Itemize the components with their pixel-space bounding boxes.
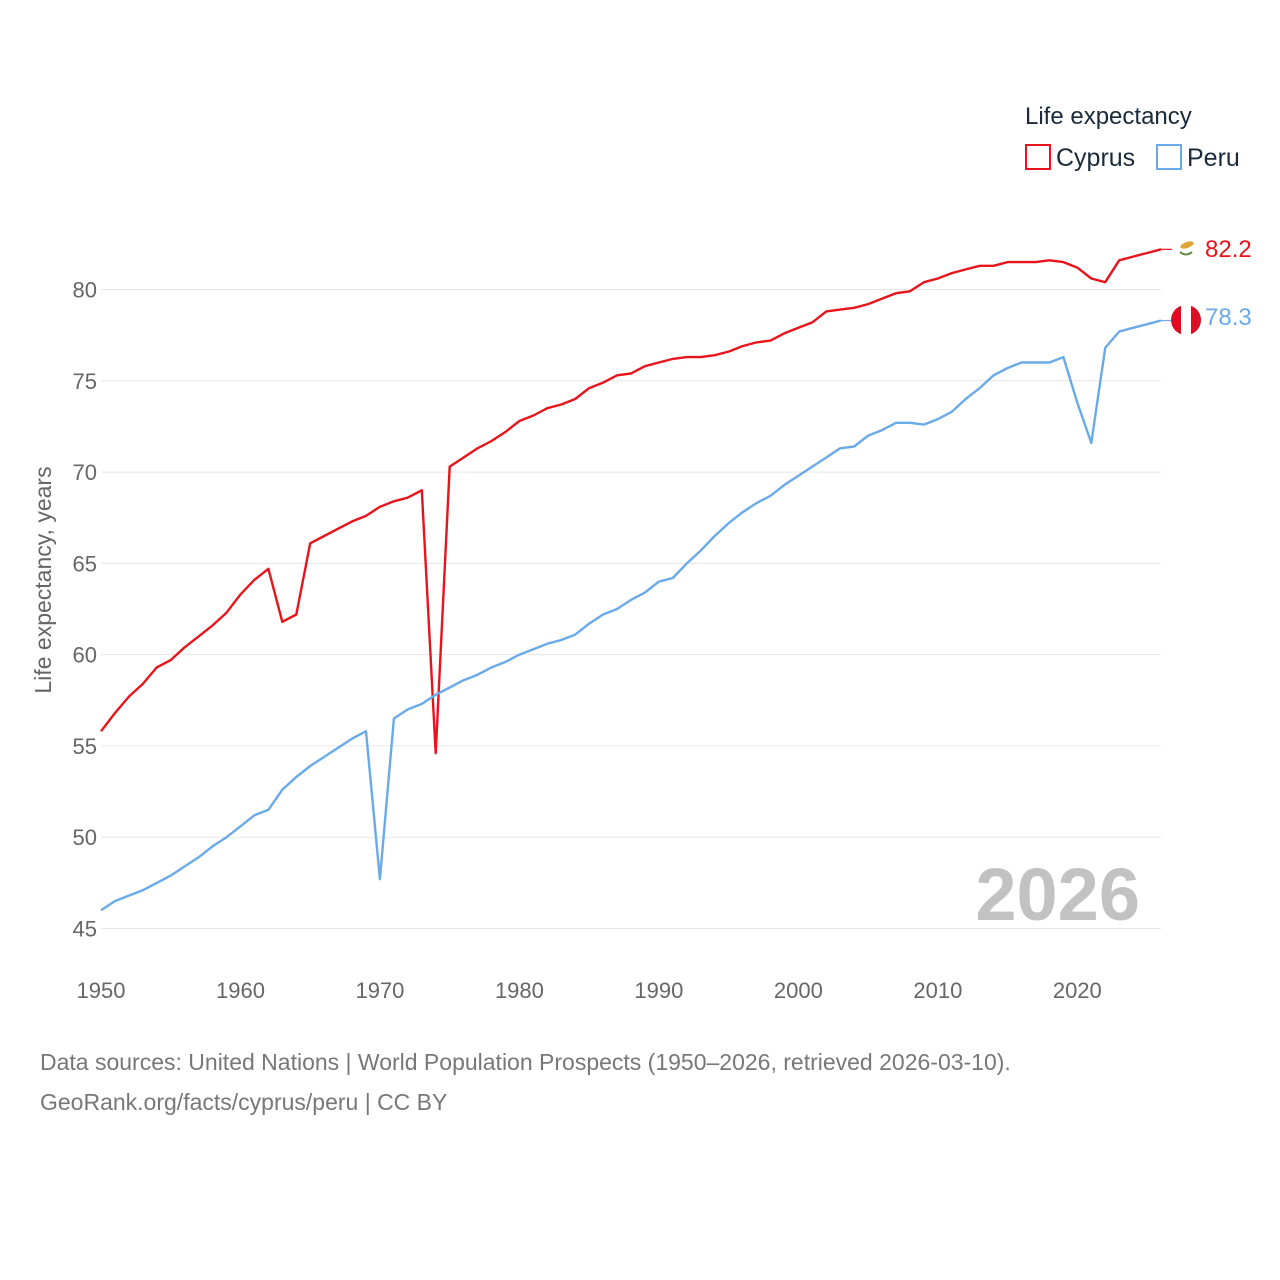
y-tick-label-45: 45 [73, 917, 97, 942]
y-tick-label-75: 75 [73, 369, 97, 394]
x-tick-label-1980: 1980 [495, 978, 544, 1003]
footer: Data sources: United Nations | World Pop… [40, 1042, 1240, 1122]
year-stamp: 2026 [975, 853, 1140, 936]
legend-item-cyprus[interactable]: Cyprus [1025, 144, 1135, 172]
end-value-label-cyprus: 82.2 [1205, 236, 1252, 263]
series-line-cyprus[interactable] [100, 248, 1162, 755]
peru-flag-field [1171, 305, 1201, 335]
x-tick-label-1990: 1990 [634, 978, 683, 1003]
peru-flag-icon [1171, 305, 1201, 335]
line-chart: 45 50 55 60 65 70 75 80 1950 1960 1970 1980 1990 200… [30, 103, 1252, 1003]
y-axis-ticks: 45 50 55 60 65 70 75 80 [73, 278, 97, 942]
legend-label-peru: Peru [1187, 144, 1240, 172]
gridlines [101, 289, 1161, 929]
series-lines [100, 248, 1162, 912]
x-tick-label-2000: 2000 [774, 978, 823, 1003]
end-value-label-peru: 78.3 [1205, 304, 1252, 331]
legend-swatch-cyprus [1025, 144, 1051, 170]
credit-line[interactable]: GeoRank.org/facts/cyprus/peru | CC BY [40, 1089, 448, 1115]
x-axis-ticks: 1950 1960 1970 1980 1990 2000 2010 2020 [77, 978, 1102, 1003]
cyprus-flag-icon [1173, 235, 1199, 261]
legend-title: Life expectancy [1025, 103, 1192, 130]
source-line: Data sources: United Nations | World Pop… [40, 1049, 1011, 1075]
series-line-peru[interactable] [100, 319, 1162, 912]
x-tick-label-2020: 2020 [1053, 978, 1102, 1003]
x-tick-label-1960: 1960 [216, 978, 265, 1003]
y-tick-label-80: 80 [73, 278, 97, 303]
y-tick-label-65: 65 [73, 551, 97, 576]
legend: Life expectancy Cyprus Peru [1025, 103, 1240, 172]
x-tick-label-1950: 1950 [77, 978, 126, 1003]
y-tick-label-50: 50 [73, 825, 97, 850]
y-tick-label-55: 55 [73, 734, 97, 759]
cyprus-island-shape [1180, 241, 1194, 249]
y-tick-label-60: 60 [73, 643, 97, 668]
end-markers: 82.2 78.3 [1161, 235, 1252, 335]
cyprus-olive-branches [1179, 251, 1193, 256]
x-tick-label-1970: 1970 [355, 978, 404, 1003]
y-axis-label: Life expectancy, years [30, 466, 56, 693]
legend-item-peru[interactable]: Peru [1156, 144, 1240, 172]
legend-swatch-peru [1156, 144, 1182, 170]
x-tick-label-2010: 2010 [913, 978, 962, 1003]
y-tick-label-70: 70 [73, 460, 97, 485]
legend-label-cyprus: Cyprus [1056, 144, 1135, 172]
